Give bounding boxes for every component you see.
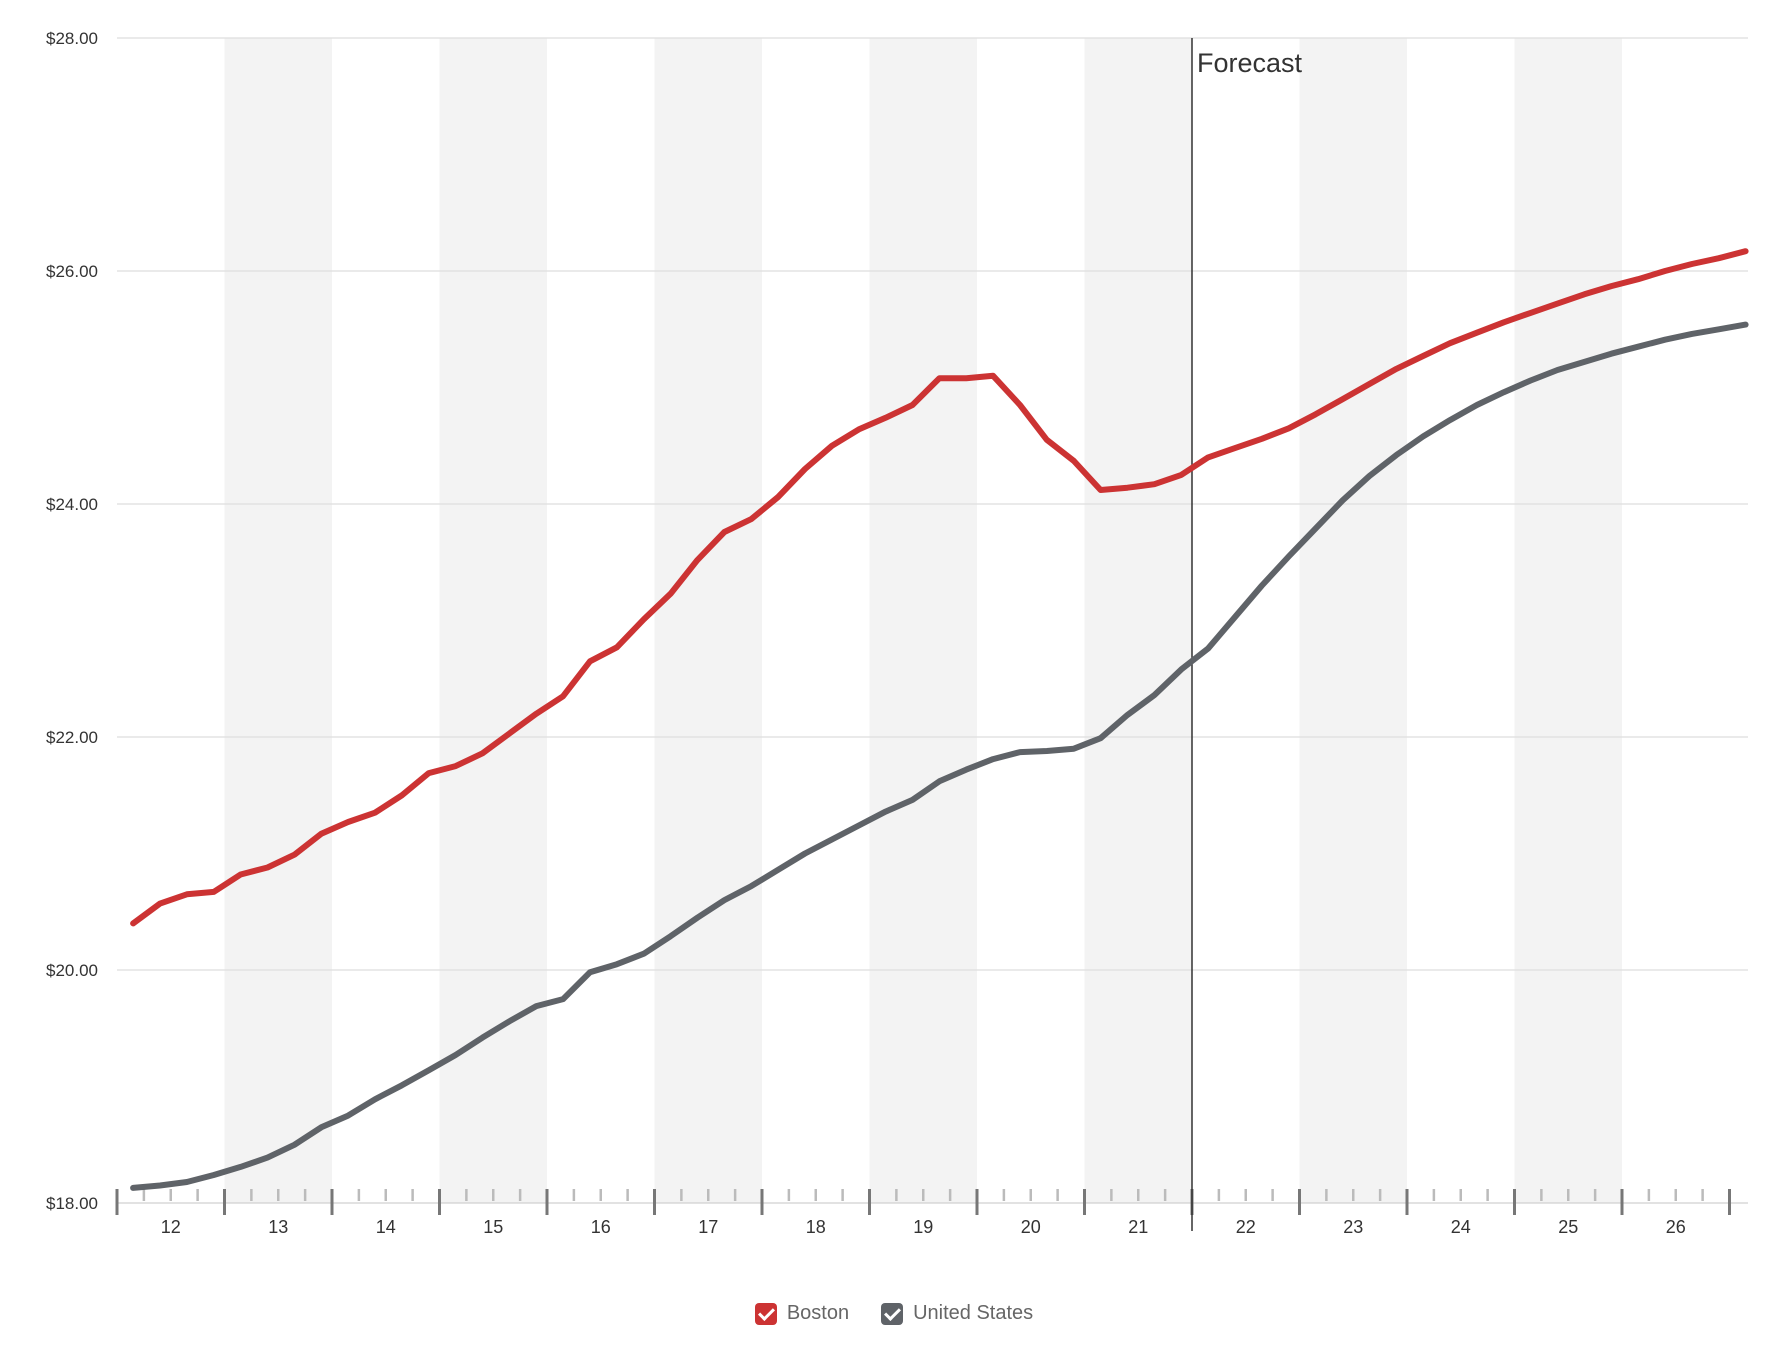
year-bands xyxy=(224,38,1748,1203)
series-line-united-states xyxy=(130,321,1749,1191)
x-tick-label: 26 xyxy=(1666,1217,1686,1237)
year-band xyxy=(869,38,977,1203)
forecast-label: Forecast xyxy=(1197,48,1303,78)
legend-label: United States xyxy=(913,1302,1034,1324)
x-tick-label: 22 xyxy=(1236,1217,1256,1237)
year-band xyxy=(1084,38,1192,1203)
x-tick-label: 19 xyxy=(913,1217,933,1237)
year-band xyxy=(1514,38,1622,1203)
x-tick-label: 25 xyxy=(1558,1217,1578,1237)
forecast-annotation: Forecast xyxy=(1191,38,1303,1231)
checkbox-icon[interactable] xyxy=(881,1302,904,1325)
x-tick-label: 23 xyxy=(1343,1217,1363,1237)
y-tick-label: $24.00 xyxy=(46,495,98,514)
year-band xyxy=(1729,38,1748,1203)
x-tick-label: 20 xyxy=(1021,1217,1041,1237)
x-axis: 12 13 14 15 16 17 18 19 20 21 22 23 24 25 26 xyxy=(115,1189,1748,1237)
year-band xyxy=(1299,38,1407,1203)
x-tick-label: 17 xyxy=(698,1217,718,1237)
x-tick-label: 24 xyxy=(1451,1217,1471,1237)
legend-item[interactable]: United States xyxy=(881,1302,1033,1325)
checkbox-icon[interactable] xyxy=(754,1302,777,1325)
x-tick-label: 12 xyxy=(161,1217,181,1237)
x-tick-label: 15 xyxy=(483,1217,503,1237)
legend: Boston United States xyxy=(0,1302,1788,1325)
x-tick-label: 18 xyxy=(806,1217,826,1237)
year-band xyxy=(224,38,332,1203)
y-tick-label: $26.00 xyxy=(46,262,98,281)
x-tick-label: 14 xyxy=(376,1217,396,1237)
legend-label: Boston xyxy=(786,1302,850,1324)
y-tick-label: $22.00 xyxy=(46,728,98,747)
legend-item[interactable]: Boston xyxy=(754,1302,850,1325)
y-tick-label: $20.00 xyxy=(46,961,98,980)
year-band xyxy=(654,38,762,1203)
x-tick-label: 21 xyxy=(1128,1217,1148,1237)
series-lines xyxy=(130,248,1749,1191)
x-tick-label: 13 xyxy=(268,1217,288,1237)
x-tick-label: 16 xyxy=(591,1217,611,1237)
series-line-boston xyxy=(130,248,1749,927)
y-axis: $18.00 $20.00 $22.00 $24.00 $26.00 $28.00 xyxy=(46,29,98,1213)
y-tick-label: $18.00 xyxy=(46,1194,98,1213)
y-tick-label: $28.00 xyxy=(46,29,98,48)
